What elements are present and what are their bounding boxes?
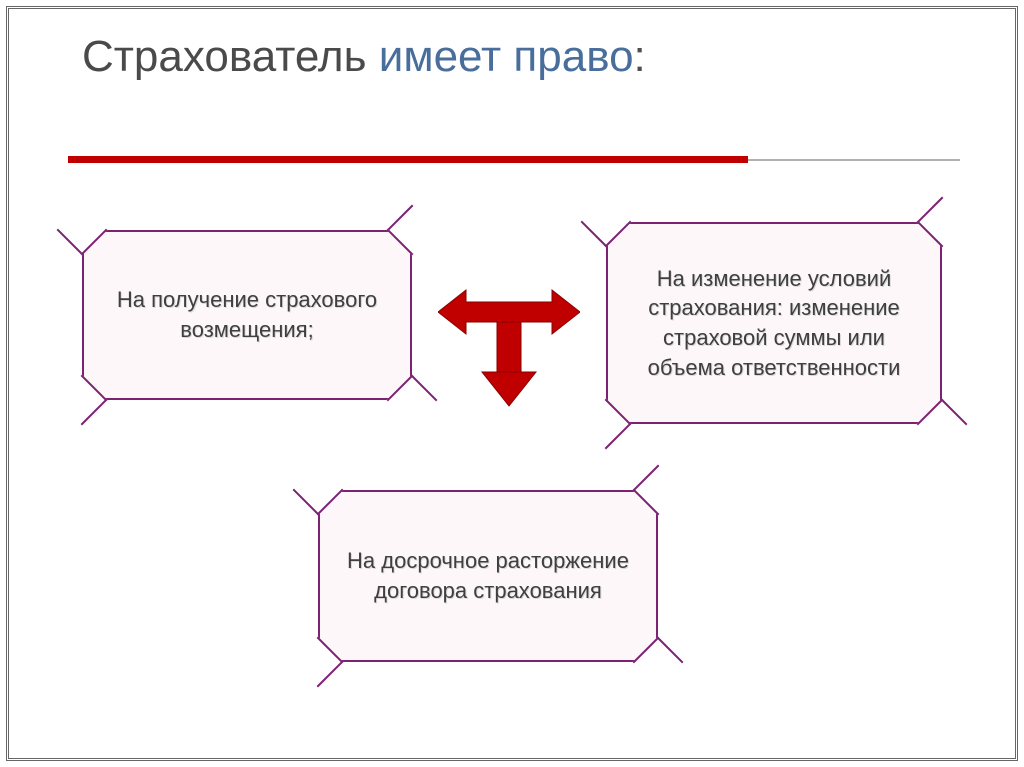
title-word-2: имеет право (379, 32, 634, 81)
box-receive-compensation: На получение страхового возмещения; (82, 230, 412, 400)
box-label: На изменение условий страхования: измене… (628, 264, 920, 383)
corner-notch (57, 205, 108, 256)
corner-notch (293, 465, 344, 516)
corner-notch (633, 465, 684, 516)
corner-notch (387, 205, 438, 256)
title-word-1: Страхователь (82, 32, 367, 81)
corner-notch (387, 375, 438, 426)
box-label: На получение страхового возмещения; (104, 285, 390, 344)
box-label: На досрочное расторжение договора страхо… (340, 546, 636, 605)
three-way-arrow-icon (438, 284, 580, 412)
horizontal-rule (68, 156, 748, 163)
corner-notch (293, 637, 344, 688)
corner-notch (57, 375, 108, 426)
horizontal-rule-tail (748, 159, 960, 161)
corner-notch (917, 197, 968, 248)
corner-notch (581, 197, 632, 248)
corner-notch (633, 637, 684, 688)
corner-notch (581, 399, 632, 450)
title-colon: : (634, 32, 646, 81)
box-change-terms: На изменение условий страхования: измене… (606, 222, 942, 424)
corner-notch (917, 399, 968, 450)
title: Страхователь имеет право: (82, 32, 646, 82)
box-early-termination: На досрочное расторжение договора страхо… (318, 490, 658, 662)
